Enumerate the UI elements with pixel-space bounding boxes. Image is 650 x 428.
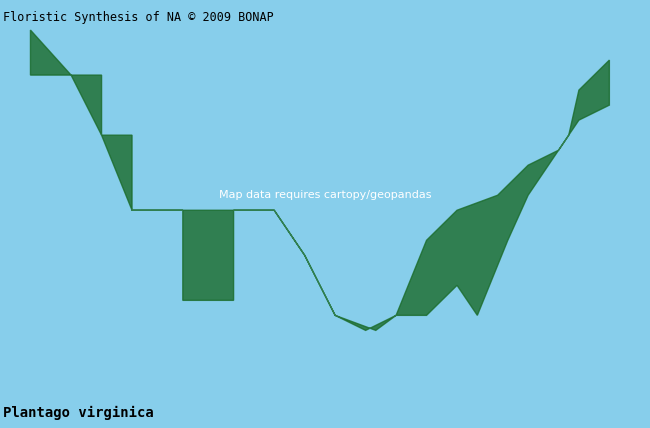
Text: Map data requires cartopy/geopandas: Map data requires cartopy/geopandas bbox=[219, 190, 431, 200]
Text: Plantago virginica: Plantago virginica bbox=[3, 406, 154, 420]
Text: Floristic Synthesis of NA © 2009 BONAP: Floristic Synthesis of NA © 2009 BONAP bbox=[3, 11, 274, 24]
Polygon shape bbox=[31, 30, 610, 330]
